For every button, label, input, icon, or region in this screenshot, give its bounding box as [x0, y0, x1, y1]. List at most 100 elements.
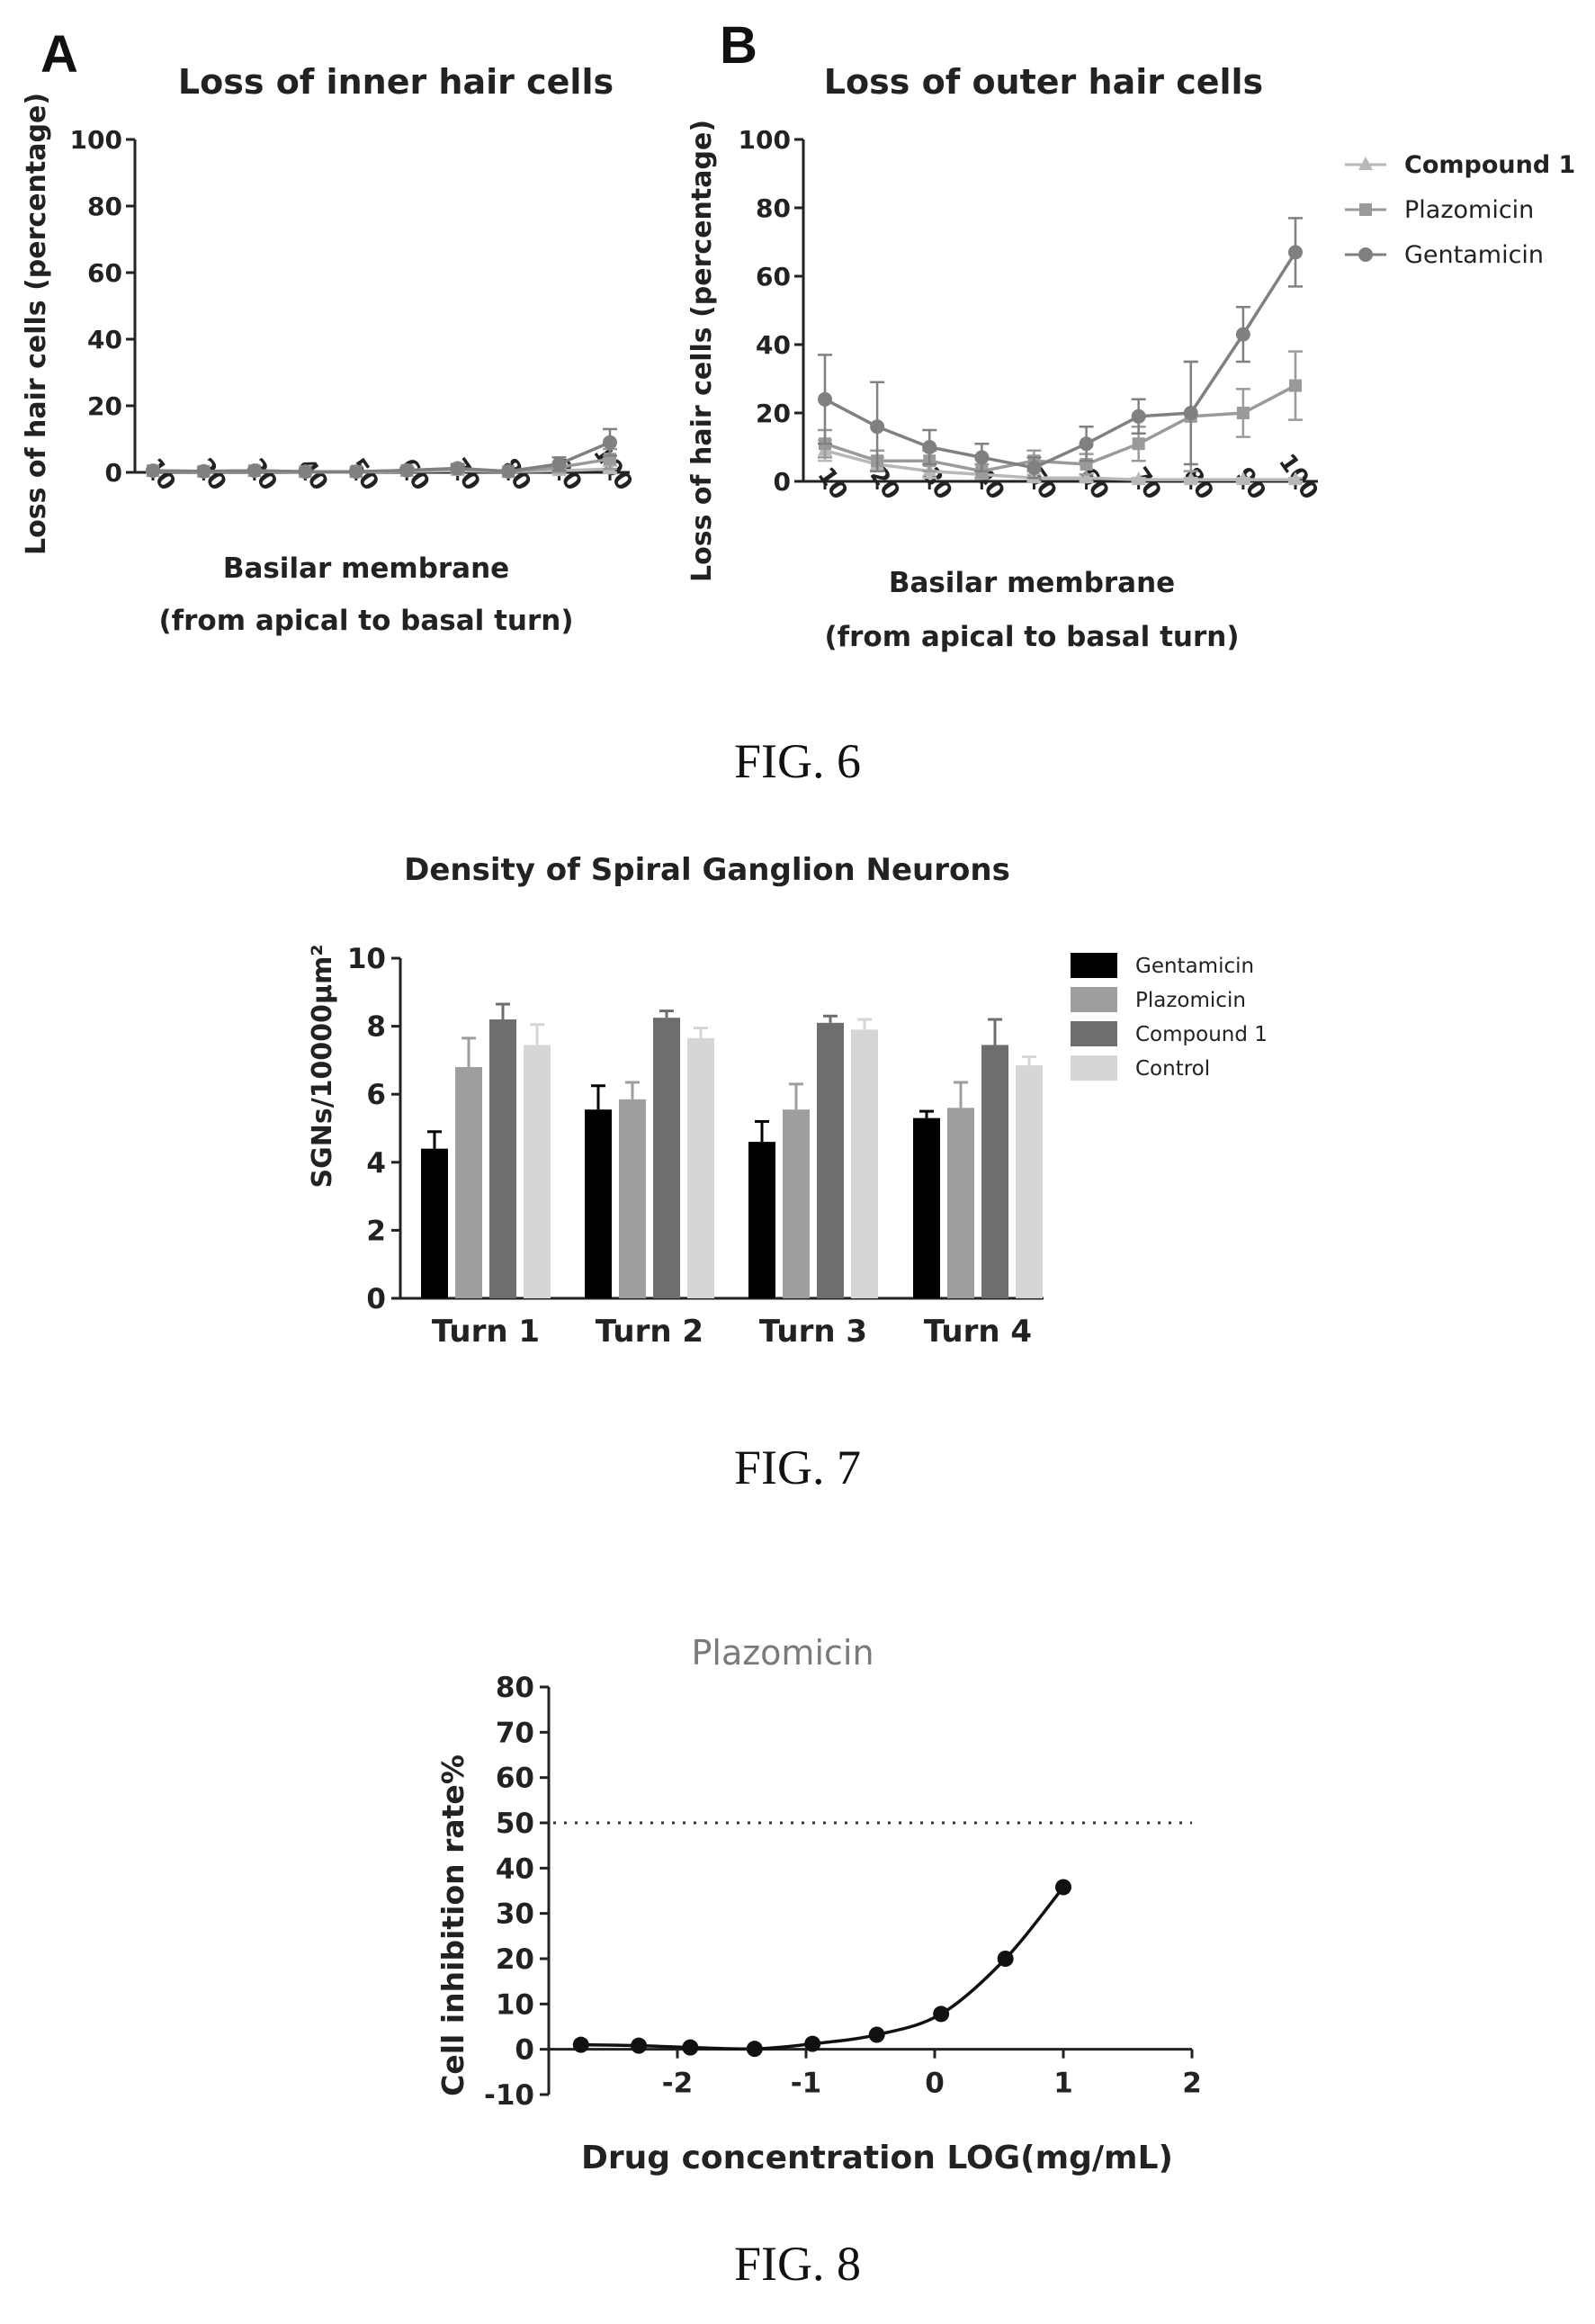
chart-fig6a: A Loss of inner hair cells Loss of hair … — [21, 25, 638, 637]
bar — [851, 1029, 878, 1298]
y-axis-label: Cell inhibition rate% — [435, 1754, 470, 2096]
x-tick-label: 70 — [1125, 462, 1166, 505]
x-tick-label: 60 — [394, 453, 435, 496]
x-tick-label: -2 — [662, 2068, 693, 2100]
y-tick-label: 60 — [87, 258, 122, 288]
y-tick-label: 100 — [70, 125, 122, 155]
x-tick-label: 1 — [1053, 2068, 1073, 2100]
x-tick-label: 90 — [1230, 462, 1270, 505]
data-point — [818, 391, 832, 407]
data-point — [1131, 471, 1146, 486]
bar — [489, 1019, 516, 1298]
bar — [524, 1045, 551, 1298]
y-tick-label: 70 — [496, 1717, 534, 1749]
data-point — [603, 435, 617, 450]
data-point — [551, 456, 567, 471]
bar — [653, 1018, 680, 1298]
legend-label: Plazomicin — [1404, 196, 1534, 224]
figure-caption-6: FIG. 6 — [733, 734, 861, 788]
data-point — [682, 2039, 699, 2056]
y-tick-label: 60 — [496, 1763, 534, 1795]
x-tick-label: Turn 1 — [432, 1314, 540, 1350]
bar — [947, 1108, 974, 1298]
x-tick-label: Turn 2 — [596, 1314, 703, 1350]
y-tick-label: 0 — [774, 467, 791, 497]
x-tick-label: 80 — [496, 453, 536, 496]
bar — [748, 1142, 775, 1298]
data-point — [1288, 471, 1303, 486]
y-tick-label: 20 — [87, 391, 122, 421]
data-point — [804, 2035, 821, 2052]
y-tick-label: 20 — [756, 399, 791, 428]
y-tick-label: 80 — [87, 192, 122, 221]
bar — [687, 1037, 714, 1298]
data-point — [450, 461, 465, 476]
y-tick-label: 10 — [496, 1988, 534, 2021]
x-tick-label: 10 — [812, 462, 853, 505]
legend: Compound 1 Plazomicin Gentamicin — [1345, 151, 1575, 269]
y-tick-label: 40 — [496, 1853, 534, 1885]
x-tick-label: 50 — [343, 453, 383, 496]
data-point — [1183, 406, 1198, 420]
series-line — [152, 441, 611, 474]
y-tick-label: 80 — [756, 193, 791, 223]
bar — [981, 1045, 1008, 1298]
x-tick-label: 20 — [191, 453, 231, 496]
chart-fig8: Plazomicin Cell inhibition rate% -100102… — [435, 1633, 1202, 2176]
y-tick-label: 100 — [739, 125, 791, 155]
legend-swatch — [1071, 953, 1117, 978]
series-line — [824, 251, 1297, 470]
legend-swatch — [1071, 1055, 1117, 1081]
x-tick-label: Turn 3 — [759, 1314, 867, 1350]
y-tick-label: 80 — [496, 1672, 534, 1704]
x-tick-label: Turn 4 — [924, 1314, 1032, 1350]
fit-curve — [580, 1886, 1065, 2051]
panel-letter-a: A — [40, 25, 78, 84]
bar — [817, 1022, 844, 1298]
bar — [585, 1109, 612, 1298]
x-tick-label: 80 — [1178, 462, 1218, 505]
legend-swatch — [1071, 987, 1117, 1012]
series-line — [824, 384, 1296, 473]
y-axis-label: SGNs/10000µm² — [307, 945, 338, 1189]
legend-label: Compound 1 — [1404, 151, 1575, 179]
x-axis-label: Drug concentration LOG(mg/mL) — [581, 2140, 1173, 2176]
x-tick-label: 70 — [444, 453, 485, 496]
bar — [619, 1099, 646, 1298]
data-point — [1026, 460, 1042, 475]
data-point — [1079, 470, 1094, 484]
chart-title: Loss of inner hair cells — [178, 62, 614, 102]
bar — [1016, 1065, 1043, 1298]
legend-label: Plazomicin — [1135, 989, 1246, 1012]
data-point — [631, 2037, 648, 2054]
y-tick-label: 0 — [366, 1283, 386, 1315]
x-tick-label: 2 — [1182, 2068, 1202, 2100]
y-axis-label: Loss of hair cells (percentage) — [686, 120, 718, 582]
y-tick-label: 60 — [756, 262, 791, 292]
data-point — [196, 463, 211, 479]
x-tick-label: 20 — [865, 462, 905, 505]
legend-label: Compound 1 — [1135, 1023, 1268, 1046]
legend-label: Gentamicin — [1404, 241, 1544, 269]
y-tick-label: 4 — [366, 1147, 386, 1180]
data-point — [1235, 471, 1250, 486]
data-point — [146, 463, 160, 479]
chart-fig6b: B Loss of outer hair cells Loss of hair … — [686, 16, 1575, 653]
chart-title: Density of Spiral Ganglion Neurons — [404, 852, 1010, 888]
data-point — [974, 450, 990, 465]
figure-caption-8: FIG. 8 — [733, 2237, 861, 2291]
x-axis-label-line1: Basilar membrane — [223, 552, 509, 585]
y-tick-label: 50 — [496, 1808, 534, 1840]
data-point — [1132, 437, 1145, 451]
data-point — [933, 2005, 950, 2023]
x-tick-label: 30 — [241, 453, 282, 496]
data-point — [298, 464, 313, 480]
x-tick-label: 0 — [925, 2068, 945, 2100]
bar — [421, 1148, 448, 1298]
data-point — [1183, 471, 1198, 486]
data-point — [399, 462, 415, 478]
chart-title: Plazomicin — [691, 1633, 874, 1673]
plot-area: 020406080100102030405060708090100 — [739, 125, 1323, 505]
data-point — [1288, 245, 1303, 260]
y-tick-label: 40 — [87, 325, 122, 354]
